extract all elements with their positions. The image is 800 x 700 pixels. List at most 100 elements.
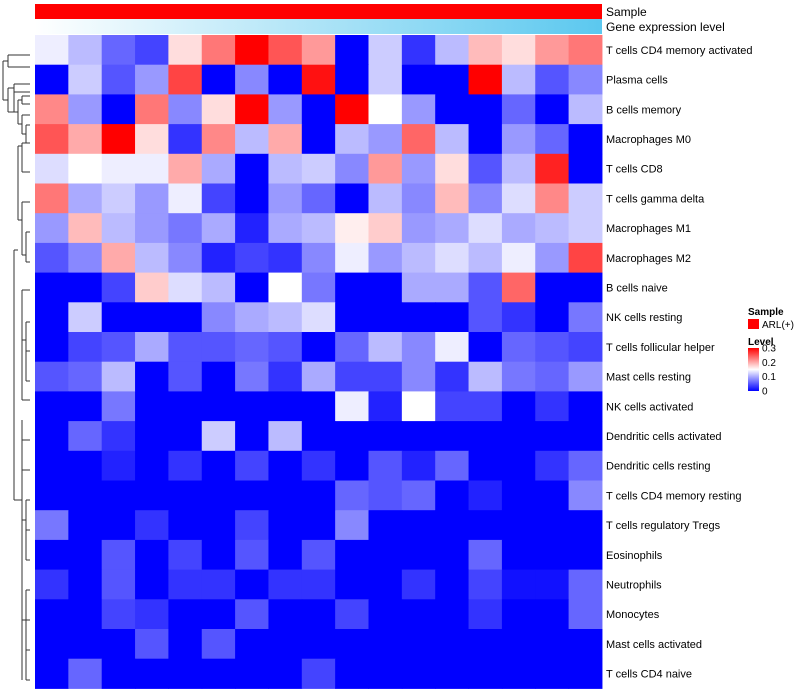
heatmap-cell [335,272,369,303]
heatmap-cell [201,539,236,571]
heatmap-cell [568,272,603,303]
heatmap-cell [35,450,69,481]
heatmap-cell [568,124,603,155]
heatmap-cell [568,302,603,333]
heatmap-cell [435,64,470,95]
heatmap-cell [501,183,536,214]
heatmap-cell [335,539,369,571]
heatmap-cell [301,450,336,481]
heatmap-cell [235,302,269,333]
heatmap-cell [268,361,303,392]
heatmap-cell [201,302,236,333]
heatmap-cell [435,361,470,392]
heatmap-cell [535,272,570,303]
heatmap-cell [135,599,169,630]
heatmap-cell [368,213,403,244]
heatmap-cell [35,272,69,303]
heatmap-cell [168,480,203,511]
heatmap-cell [535,569,570,600]
heatmap-cell [35,332,69,363]
heatmap-cell [468,153,503,184]
heatmap-cell [68,213,103,244]
heatmap-cell [135,391,169,422]
heatmap-cell [35,391,69,422]
heatmap-cell [501,510,536,541]
heatmap-cell [235,421,269,452]
heatmap-cell [235,94,269,125]
heatmap-cell [168,421,203,452]
sample-track-bar [35,4,602,19]
heatmap-cell [68,569,103,600]
heatmap-cell [168,332,203,363]
heatmap-cell [568,35,603,66]
heatmap-cell [535,658,570,689]
heatmap-cell [301,629,336,660]
heatmap-cell [235,629,269,660]
heatmap-cell [168,302,203,333]
heatmap-cell [235,450,269,481]
heatmap-cell [301,124,336,155]
heatmap-cell [135,450,169,481]
heatmap-cell [335,153,369,184]
heatmap-cell [368,302,403,333]
heatmap-cell [35,599,69,630]
heatmap-cell [135,183,169,214]
heatmap-cell [168,64,203,95]
heatmap-cell [68,510,103,541]
heatmap-cell [35,302,69,333]
heatmap-cell [235,183,269,214]
heatmap-cell [168,361,203,392]
row-label: T cells CD4 memory resting [606,490,742,502]
heatmap-cell [368,124,403,155]
heatmap-cell [168,599,203,630]
heatmap-cell [335,421,369,452]
heatmap-cell [301,272,336,303]
heatmap-cell [435,539,470,571]
heatmap-cell [101,391,136,422]
heatmap-cell [301,35,336,66]
heatmap-cell [201,332,236,363]
heatmap-cell [235,391,269,422]
heatmap-cell [268,658,303,689]
heatmap-cell [101,302,136,333]
heatmap-cell [335,361,369,392]
heatmap-cell [368,629,403,660]
heatmap-cell [435,480,470,511]
heatmap-cell [68,272,103,303]
sample-track-label: Sample [606,5,647,19]
heatmap-cell [401,153,436,184]
row-label: Macrophages M1 [606,223,691,235]
heatmap-cell [535,332,570,363]
row-label: T cells gamma delta [606,193,705,205]
heatmap-cell [168,629,203,660]
heatmap-cell [568,569,603,600]
heatmap-cell [168,124,203,155]
heatmap-cell [301,569,336,600]
heatmap-cell [68,421,103,452]
heatmap-cell [35,124,69,155]
row-label: Monocytes [606,609,660,621]
heatmap-cell [535,64,570,95]
row-label: Macrophages M2 [606,253,691,265]
heatmap-cell [535,302,570,333]
heatmap-cell [335,450,369,481]
heatmap-cell [235,510,269,541]
heatmap-cell [368,510,403,541]
heatmap-cell [535,94,570,125]
heatmap-cell [435,391,470,422]
heatmap-cell [501,391,536,422]
heatmap-cell [468,599,503,630]
heatmap-cell [535,361,570,392]
heatmap-cell [201,421,236,452]
heatmap-cell [101,599,136,630]
heatmap-cell [301,94,336,125]
row-dendrogram [2,54,30,681]
heatmap-cell [101,480,136,511]
heatmap-cell [501,242,536,274]
heatmap-cell [535,510,570,541]
row-label: Mast cells resting [606,372,691,384]
heatmap-cell [501,539,536,571]
heatmap-cell [401,421,436,452]
heatmap-cell [235,64,269,95]
